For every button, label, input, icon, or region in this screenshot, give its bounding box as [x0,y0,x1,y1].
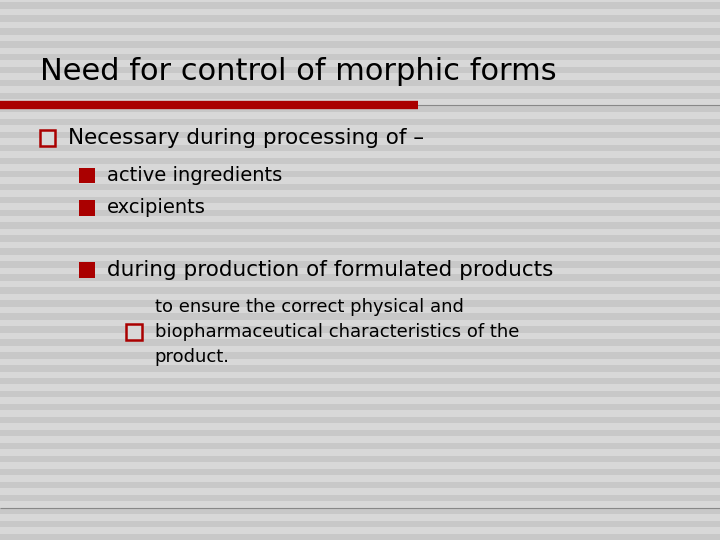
Bar [0,352,720,359]
Bar [79,200,95,216]
Bar [0,158,720,164]
Bar [0,261,720,268]
Bar [0,132,720,138]
Text: Necessary during processing of –: Necessary during processing of – [68,127,424,148]
Bar [0,54,720,60]
Bar [126,324,142,340]
Bar [0,2,720,9]
Bar [0,235,720,242]
Bar [0,274,720,281]
Bar [0,171,720,177]
Bar [0,248,720,255]
Bar [0,300,720,307]
Bar [0,456,720,462]
Bar [0,391,720,397]
Bar [0,365,720,372]
Bar [79,262,95,278]
Text: active ingredients: active ingredients [107,166,282,185]
Text: to ensure the correct physical and
biopharmaceutical characteristics of the
prod: to ensure the correct physical and bioph… [155,298,519,366]
Bar [0,145,720,151]
Bar [0,210,720,216]
Bar [0,93,720,99]
Bar [0,443,720,449]
Bar [0,287,720,294]
Bar [0,521,720,527]
Bar [0,495,720,501]
Bar [0,197,720,203]
Bar [0,326,720,333]
Bar [0,534,720,540]
Bar [79,167,95,184]
Bar [0,482,720,488]
Text: Need for control of morphic forms: Need for control of morphic forms [40,57,557,86]
Bar [0,41,720,48]
Bar [0,404,720,410]
Bar [0,469,720,475]
Bar [0,417,720,423]
Bar [0,15,720,22]
Bar [0,339,720,346]
Bar [0,430,720,436]
Text: excipients: excipients [107,198,205,218]
Bar [0,119,720,125]
Bar [0,508,720,514]
Bar [0,313,720,320]
Bar [0,222,720,229]
Bar [0,80,720,86]
Text: during production of formulated products: during production of formulated products [107,260,553,280]
Bar [40,130,55,146]
Bar [0,378,720,384]
Bar [0,106,720,112]
Bar [0,28,720,35]
Bar [0,67,720,73]
Bar [0,184,720,190]
